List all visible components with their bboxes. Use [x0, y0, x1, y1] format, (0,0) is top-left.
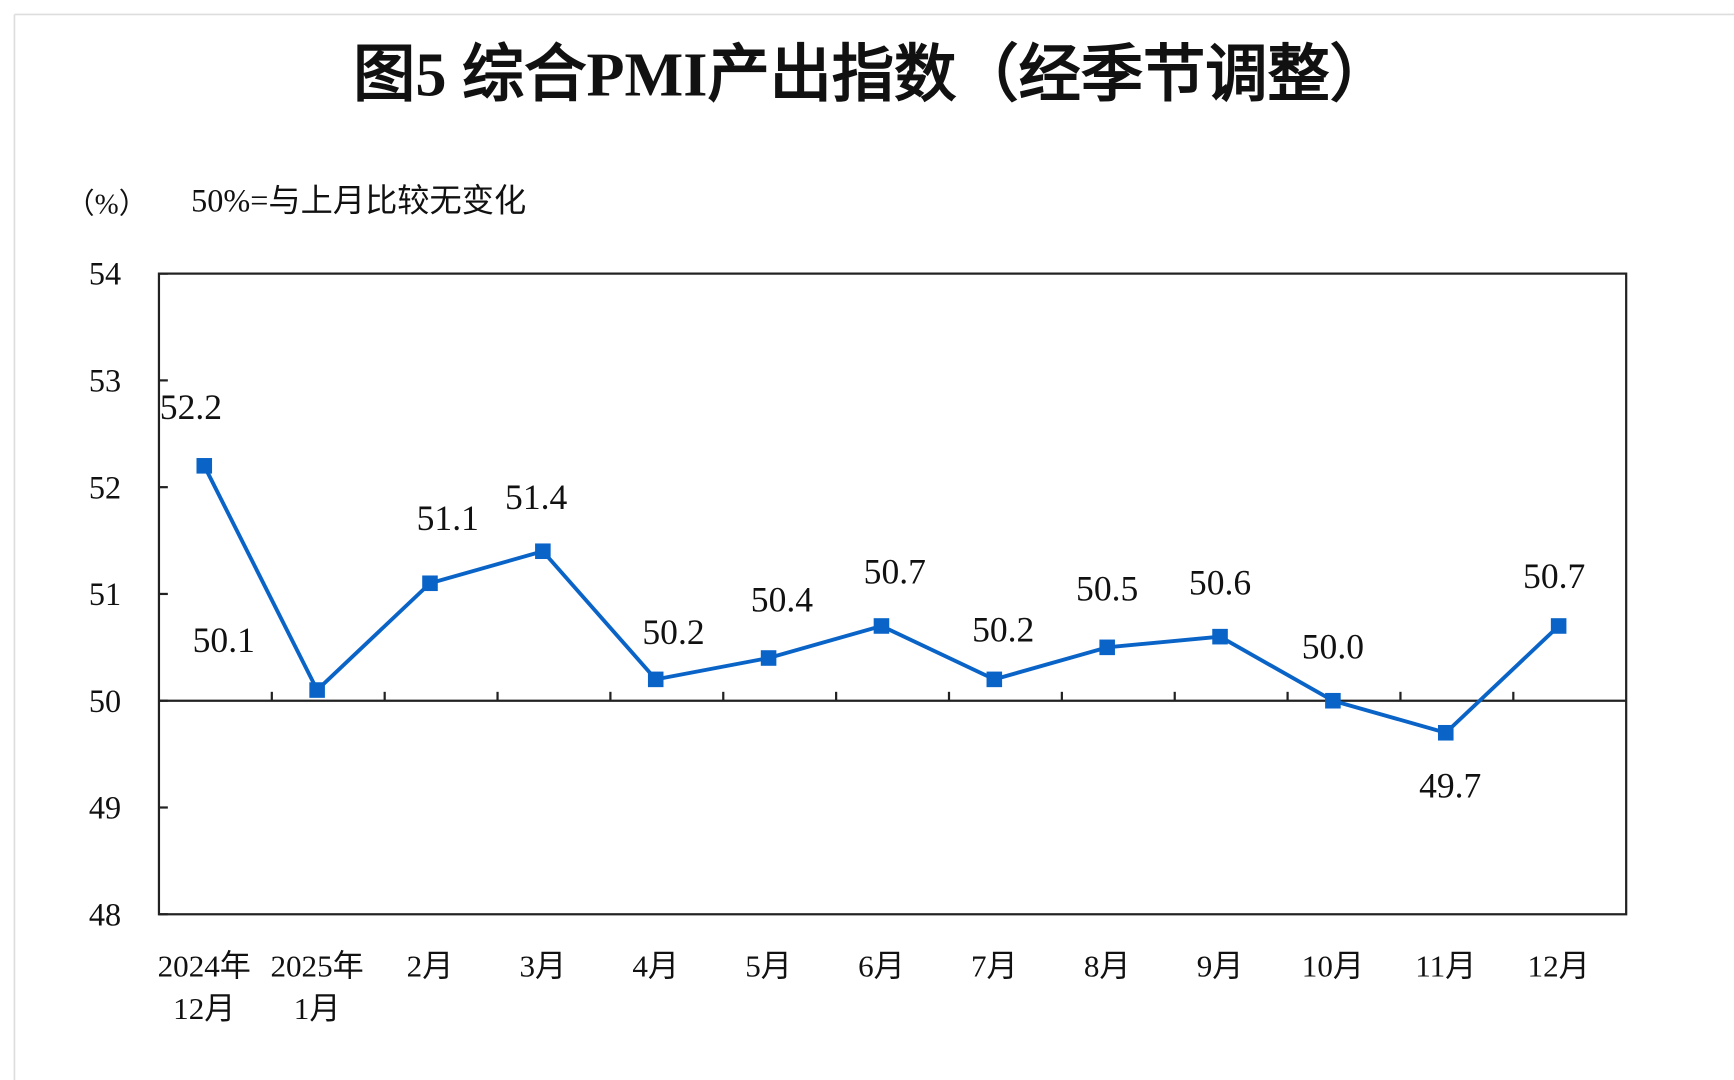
plot-area	[157, 272, 1628, 916]
data-label: 50.6	[1189, 562, 1251, 602]
data-label: 50.7	[1523, 556, 1585, 596]
data-label: 50.4	[751, 579, 813, 619]
x-tick-label: 9月	[1197, 949, 1244, 984]
data-label: 50.0	[1302, 626, 1364, 666]
y-tick-label: 53	[89, 363, 121, 399]
x-tick-label: 2024年	[158, 949, 251, 984]
x-tick-label: 5月	[745, 949, 792, 984]
x-tick-label: 2月	[407, 949, 454, 984]
y-tick-label: 48	[89, 896, 121, 932]
data-point	[535, 543, 551, 560]
data-label: 50.2	[642, 612, 704, 652]
data-point	[760, 650, 777, 666]
x-tick-label: 3月	[520, 949, 567, 984]
x-tick-label: 10月	[1302, 949, 1364, 984]
x-tick-label: 12月	[1528, 949, 1590, 984]
data-label: 51.4	[505, 477, 567, 517]
reference-note: 50%=与上月比较无变化	[191, 182, 526, 218]
data-label: 51.1	[417, 498, 479, 538]
data-point	[1550, 618, 1567, 634]
data-label: 52.2	[160, 387, 222, 427]
x-tick-label: 12月	[173, 991, 235, 1026]
data-label: 50.5	[1076, 569, 1138, 609]
y-tick-label: 54	[89, 256, 121, 292]
x-tick-label: 2025年	[270, 949, 363, 984]
data-label: 50.1	[193, 620, 255, 660]
y-tick-label: 52	[89, 469, 121, 505]
x-tick-label: 11月	[1415, 949, 1476, 984]
y-tick-label: 50	[89, 683, 121, 719]
data-point	[1437, 724, 1454, 741]
data-point	[986, 671, 1003, 688]
data-point	[1099, 639, 1115, 656]
data-point	[196, 458, 213, 474]
x-tick-label: 6月	[858, 949, 905, 984]
y-tick-label: 49	[89, 790, 121, 826]
data-label: 50.2	[972, 610, 1034, 650]
series-line	[202, 464, 1560, 735]
data-point	[309, 682, 325, 698]
data-point	[647, 671, 664, 688]
data-label: 49.7	[1419, 765, 1481, 805]
x-tick-label: 4月	[632, 949, 679, 984]
y-tick-label: 51	[89, 576, 121, 612]
data-point	[1325, 692, 1341, 709]
data-label: 50.7	[864, 552, 926, 592]
x-tick-label: 8月	[1084, 949, 1131, 984]
data-point	[422, 575, 438, 592]
x-tick-label: 7月	[971, 949, 1018, 984]
x-tick-label: 1月	[294, 991, 341, 1026]
y-axis-unit: （%）	[66, 189, 148, 221]
data-point	[1212, 628, 1228, 645]
data-point	[873, 618, 890, 634]
chart-title: 图5 综合PMI产出指数（经季节调整）	[353, 40, 1392, 110]
